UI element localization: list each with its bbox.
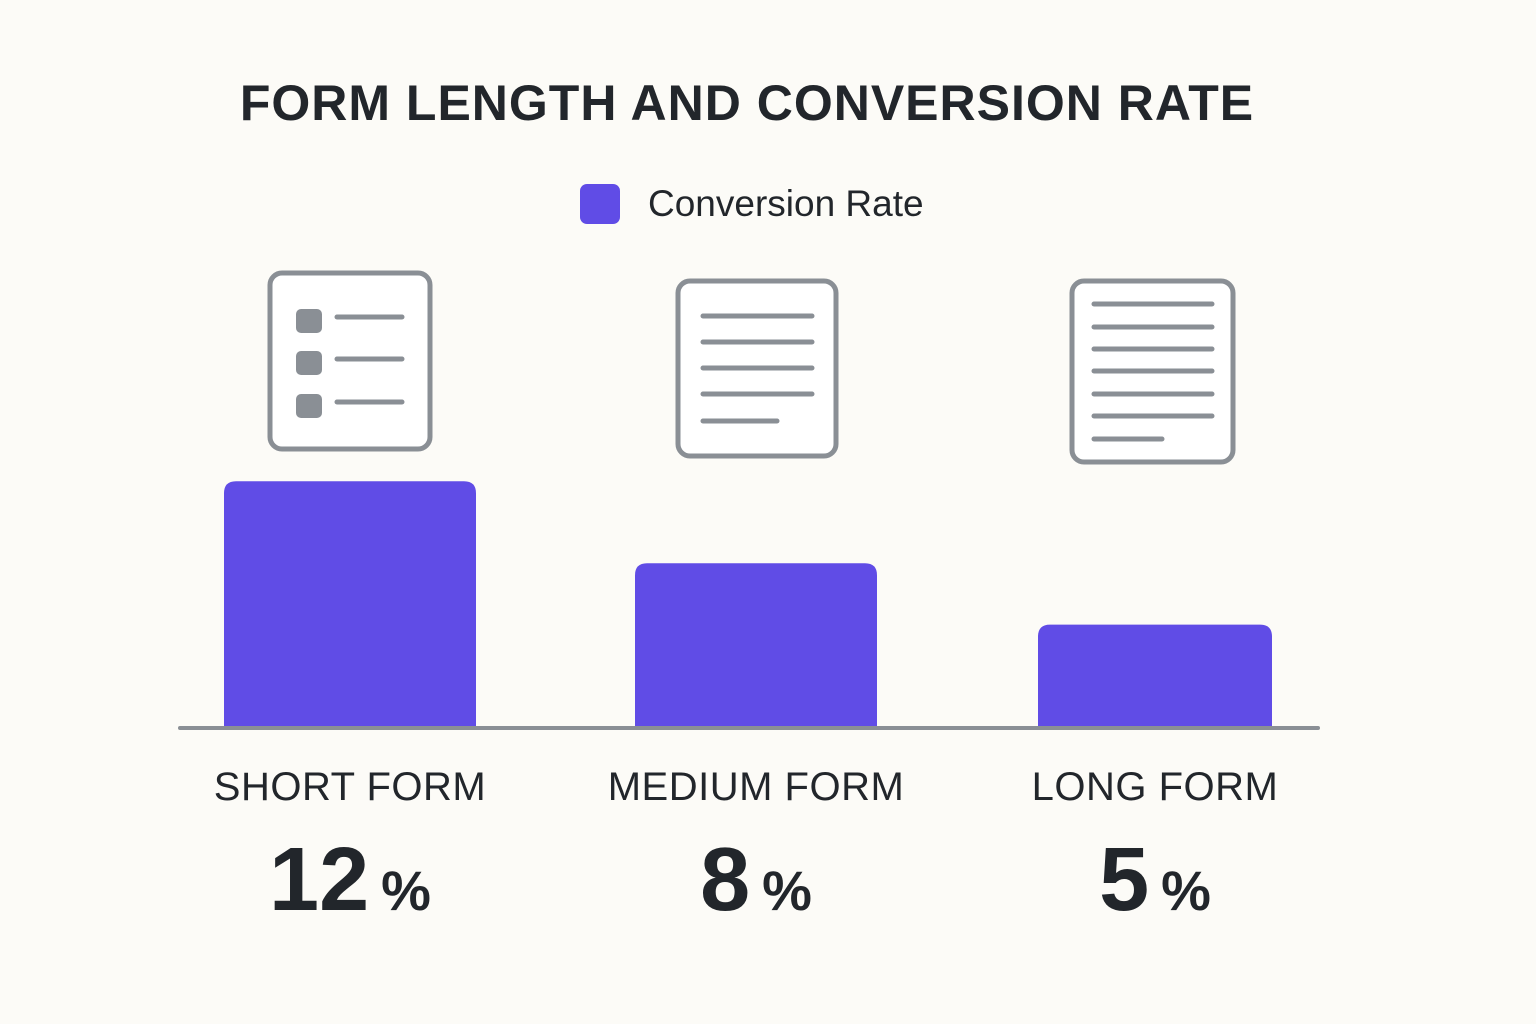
category-icons	[267, 270, 1236, 465]
value-label: 12%	[269, 830, 431, 930]
value-unit: %	[1161, 859, 1211, 922]
category-labels: SHORT FORM MEDIUM FORM LONG FORM	[214, 765, 1279, 809]
category-label: SHORT FORM	[214, 765, 486, 809]
bar-medium-form	[635, 563, 877, 727]
value-unit: %	[381, 859, 431, 922]
legend: Conversion Rate	[580, 183, 924, 225]
bars	[224, 481, 1272, 727]
bar-long-form	[1038, 624, 1272, 727]
category-label: LONG FORM	[1032, 765, 1279, 809]
value-number: 12	[269, 830, 369, 930]
value-unit: %	[762, 859, 812, 922]
checklist-form-icon	[267, 270, 433, 452]
value-number: 5	[1099, 830, 1149, 930]
chart-title: FORM LENGTH AND CONVERSION RATE	[239, 75, 1255, 131]
medium-form-icon	[675, 278, 839, 459]
legend-label: Conversion Rate	[648, 183, 924, 224]
long-form-icon	[1069, 278, 1236, 465]
value-labels: 12% 8% 5%	[269, 830, 1211, 930]
value-label: 5%	[1099, 830, 1211, 930]
value-label: 8%	[700, 830, 812, 930]
legend-swatch	[580, 184, 620, 224]
category-label: MEDIUM FORM	[608, 765, 905, 809]
value-number: 8	[700, 830, 750, 930]
bar-short-form	[224, 481, 476, 727]
